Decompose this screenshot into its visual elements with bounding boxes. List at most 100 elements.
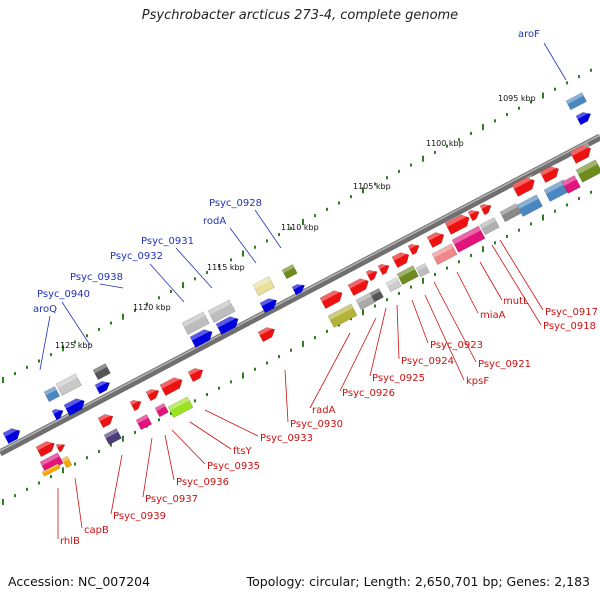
- gene-feature[interactable]: [516, 194, 543, 217]
- scale-tick: [74, 462, 76, 466]
- gene-feature[interactable]: [94, 378, 112, 395]
- gene-feature[interactable]: [257, 324, 277, 343]
- gene-label[interactable]: Psyc_0930: [290, 419, 343, 430]
- gene-feature[interactable]: [135, 414, 153, 431]
- gene-feature[interactable]: [41, 463, 61, 477]
- gene-feature[interactable]: [431, 243, 458, 265]
- gene-feature[interactable]: [167, 396, 194, 418]
- gene-feature[interactable]: [43, 386, 61, 403]
- gene-feature[interactable]: [444, 211, 472, 235]
- gene-feature[interactable]: [35, 438, 57, 458]
- gene-label[interactable]: Psyc_0938: [70, 272, 123, 283]
- scale-label: 1110 kbp: [281, 223, 319, 232]
- gene-feature[interactable]: [145, 386, 161, 402]
- scale-tick: [542, 214, 544, 221]
- gene-label[interactable]: rhlB: [60, 536, 80, 547]
- scale-tick: [218, 386, 220, 390]
- gene-feature[interactable]: [479, 217, 500, 236]
- gene-label[interactable]: aroF: [518, 29, 540, 40]
- gene-label[interactable]: miaA: [480, 310, 506, 321]
- gene-feature[interactable]: [319, 287, 345, 309]
- gene-feature[interactable]: [561, 175, 581, 194]
- gene-feature[interactable]: [396, 265, 419, 285]
- gene-feature[interactable]: [63, 395, 87, 416]
- gene-feature[interactable]: [499, 203, 522, 223]
- scale-tick: [578, 75, 580, 79]
- gene-feature[interactable]: [55, 373, 82, 396]
- gene-label[interactable]: Psyc_0923: [430, 340, 483, 351]
- gene-feature[interactable]: [377, 261, 392, 276]
- gene-feature[interactable]: [511, 174, 538, 197]
- gene-feature[interactable]: [129, 397, 144, 412]
- gene-feature[interactable]: [365, 267, 380, 282]
- gene-label[interactable]: Psyc_0932: [110, 251, 163, 262]
- gene-feature[interactable]: [92, 363, 111, 381]
- gene-feature[interactable]: [159, 374, 185, 396]
- gene-label[interactable]: Psyc_0928: [209, 198, 262, 209]
- gene-label[interactable]: Psyc_0931: [141, 236, 194, 247]
- gene-label[interactable]: Psyc_0939: [113, 511, 166, 522]
- scale-tick: [362, 187, 364, 194]
- gene-label[interactable]: aroQ: [33, 304, 57, 315]
- gene-feature[interactable]: [2, 425, 23, 444]
- gene-label[interactable]: Psyc_0935: [207, 461, 260, 472]
- gene-feature[interactable]: [187, 365, 206, 383]
- gene-feature[interactable]: [259, 295, 279, 314]
- gene-feature[interactable]: [575, 159, 600, 183]
- scale-tick: [566, 203, 568, 207]
- gene-label[interactable]: Psyc_0937: [145, 494, 198, 505]
- gene-feature[interactable]: [252, 276, 275, 296]
- gene-feature[interactable]: [539, 163, 562, 183]
- gene-label[interactable]: Psyc_0918: [543, 321, 596, 332]
- scale-tick: [578, 197, 580, 201]
- gene-feature[interactable]: [55, 441, 67, 453]
- gene-feature[interactable]: [355, 292, 376, 311]
- gene-feature[interactable]: [39, 452, 64, 473]
- gene-feature[interactable]: [154, 403, 169, 418]
- gene-label[interactable]: Psyc_0933: [260, 433, 313, 444]
- gene-feature[interactable]: [369, 288, 384, 303]
- gene-feature[interactable]: [575, 109, 593, 126]
- gene-label[interactable]: mutL: [503, 296, 529, 307]
- gene-feature[interactable]: [97, 411, 116, 429]
- gene-feature[interactable]: [189, 326, 215, 348]
- gene-feature[interactable]: [391, 249, 412, 268]
- gene-feature[interactable]: [347, 275, 371, 296]
- gene-feature[interactable]: [215, 313, 241, 335]
- gene-feature[interactable]: [385, 277, 402, 293]
- scale-tick: [362, 309, 364, 316]
- gene-label[interactable]: Psyc_0925: [372, 373, 425, 384]
- gene-label[interactable]: rodA: [203, 216, 226, 227]
- gene-label[interactable]: kpsF: [466, 376, 489, 387]
- accession-text: Accession: NC_007204: [8, 574, 151, 589]
- gene-feature[interactable]: [407, 241, 422, 256]
- gene-feature[interactable]: [569, 142, 594, 164]
- gene-label[interactable]: Psyc_0926: [342, 388, 395, 399]
- gene-label[interactable]: Psyc_0921: [478, 359, 531, 370]
- gene-feature[interactable]: [426, 229, 447, 248]
- gene-feature[interactable]: [565, 92, 587, 111]
- gene-label[interactable]: Psyc_0924: [401, 356, 454, 367]
- gene-feature[interactable]: [281, 264, 298, 280]
- gene-feature[interactable]: [479, 201, 494, 216]
- gene-feature[interactable]: [291, 281, 307, 296]
- gene-label[interactable]: capB: [84, 525, 109, 536]
- scale-tick: [470, 131, 472, 135]
- scale-tick: [206, 271, 208, 275]
- gene-feature[interactable]: [181, 311, 210, 335]
- gene-feature[interactable]: [103, 428, 122, 446]
- gene-feature[interactable]: [451, 225, 486, 253]
- gene-label[interactable]: Psyc_0936: [176, 477, 229, 488]
- gene-label[interactable]: radA: [312, 405, 336, 416]
- gene-label[interactable]: Psyc_0940: [37, 289, 90, 300]
- gene-label[interactable]: ftsY: [233, 446, 252, 457]
- gene-feature[interactable]: [415, 263, 430, 278]
- gene-label[interactable]: Psyc_0917: [545, 307, 598, 318]
- gene-feature[interactable]: [467, 207, 482, 222]
- gene-feature[interactable]: [51, 406, 66, 421]
- gene-feature[interactable]: [327, 303, 358, 328]
- gene-feature[interactable]: [61, 455, 73, 469]
- gene-feature[interactable]: [543, 179, 570, 202]
- scale-tick: [350, 317, 352, 321]
- gene-feature[interactable]: [207, 299, 236, 323]
